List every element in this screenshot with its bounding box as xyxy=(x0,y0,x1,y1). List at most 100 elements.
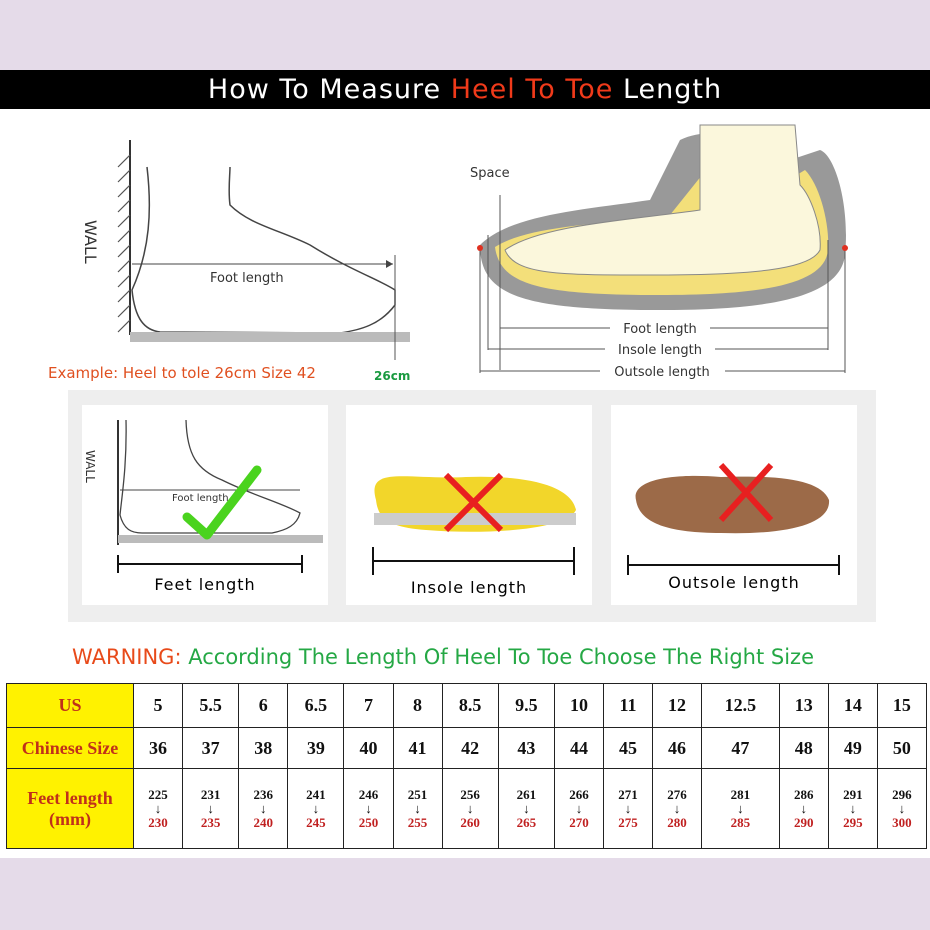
cell-us: 11 xyxy=(602,683,654,728)
cell-chinese-size: 38 xyxy=(238,727,289,769)
cell-chinese-size: 41 xyxy=(392,727,443,769)
feet-from: 256 xyxy=(460,786,480,802)
cell-us: 7 xyxy=(343,683,394,728)
feet-from: 251 xyxy=(407,786,428,802)
cell-chinese-size: 49 xyxy=(827,727,878,769)
cell-chinese-size: 43 xyxy=(497,727,555,769)
header-us: US xyxy=(6,683,134,728)
measure-bracket xyxy=(117,555,303,573)
measure-bracket xyxy=(372,547,575,575)
outsole-illustration xyxy=(635,462,830,534)
title-banner: How To Measure Heel To Toe Length xyxy=(0,70,930,109)
arrow-down-icon: ↓ xyxy=(673,800,681,816)
cell-us: 6 xyxy=(238,683,289,728)
foot-length-label: Foot length xyxy=(623,322,697,337)
table-row-us: US 5 5.5 6 6.5 7 8 8.5 9.5 10 11 12 12.5 13 14 15 xyxy=(6,683,928,728)
feet-to: 240 xyxy=(253,814,274,830)
arrow-down-icon: ↓ xyxy=(849,800,857,816)
feet-to: 260 xyxy=(460,814,480,830)
arrow-down-icon: ↓ xyxy=(624,800,632,816)
foot-wall-diagram: WALL Foot length xyxy=(81,140,410,360)
cell-chinese-size: 40 xyxy=(343,727,394,769)
arrow-down-icon: ↓ xyxy=(207,800,214,816)
check-icon xyxy=(182,465,262,540)
header-feet-length: Feet length (mm) xyxy=(6,768,134,849)
feet-to: 290 xyxy=(794,814,814,830)
arrow-down-icon: ↓ xyxy=(466,800,474,816)
cell-chinese-size: 45 xyxy=(602,727,654,769)
cell-feet-length: 281 ↓ 285 xyxy=(701,768,780,849)
cell-feet-length: 266 ↓ 270 xyxy=(553,768,604,849)
cell-chinese-size: 44 xyxy=(553,727,604,769)
panel-label: Outsole length xyxy=(668,573,800,592)
cell-chinese-size: 36 xyxy=(132,727,184,769)
cell-feet-length: 246 ↓ 250 xyxy=(343,768,394,849)
cell-feet-length: 231 ↓ 235 xyxy=(182,768,240,849)
example-text: Example: Heel to tole 26cm Size 42 xyxy=(48,364,316,382)
cell-us: 12 xyxy=(651,683,703,728)
x-mark-icon xyxy=(443,472,504,533)
table-row-chinese-size: Chinese Size 36 37 38 39 40 41 42 43 44 45 46 47 48 49… xyxy=(6,727,928,769)
cell-us: 9.5 xyxy=(497,683,555,728)
warning-message: According The Length Of Heel To Toe Choo… xyxy=(188,645,814,669)
cell-feet-length: 271 ↓ 275 xyxy=(602,768,654,849)
feet-to: 270 xyxy=(569,814,589,830)
title-prefix: How To Measure xyxy=(207,74,451,105)
feet-to: 250 xyxy=(358,814,379,830)
arrow-down-icon: ↓ xyxy=(154,800,162,816)
cell-chinese-size: 39 xyxy=(287,727,345,769)
feet-to: 265 xyxy=(516,814,537,830)
panel-feet-length: WALL Foot length Feet length xyxy=(82,405,328,605)
cell-chinese-size: 50 xyxy=(876,727,928,769)
table-row-feet-length: Feet length (mm) 225 ↓ 230 231 ↓ 235 236 ↓ 240 241 ↓… xyxy=(6,768,928,849)
feet-to: 295 xyxy=(843,814,863,830)
outsole-length-label: Outsole length xyxy=(614,365,709,380)
cell-us: 13 xyxy=(778,683,829,728)
cell-feet-length: 251 ↓ 255 xyxy=(392,768,443,849)
measure-mark: 26cm xyxy=(374,369,411,383)
cell-us: 8 xyxy=(392,683,443,728)
feet-from: 281 xyxy=(730,786,751,802)
cell-us: 12.5 xyxy=(701,683,780,728)
cell-feet-length: 236 ↓ 240 xyxy=(238,768,289,849)
cell-chinese-size: 48 xyxy=(778,727,829,769)
feet-to: 285 xyxy=(730,814,751,830)
feet-from: 286 xyxy=(794,786,814,802)
header-line: Feet length xyxy=(27,787,113,808)
feet-from: 261 xyxy=(516,786,537,802)
title-suffix: Length xyxy=(613,74,723,105)
wall-label: WALL xyxy=(81,220,100,264)
cell-us: 5 xyxy=(132,683,184,728)
feet-to: 245 xyxy=(306,814,326,830)
arrow-down-icon: ↓ xyxy=(312,800,320,816)
arrow-down-icon: ↓ xyxy=(523,800,530,816)
panel-label: Feet length xyxy=(154,575,256,594)
feet-to: 255 xyxy=(407,814,428,830)
cell-chinese-size: 37 xyxy=(182,727,240,769)
panel-label: Insole length xyxy=(410,578,528,597)
insole-illustration xyxy=(374,472,576,533)
feet-from: 225 xyxy=(148,786,168,802)
feet-measure-illustration: WALL Foot length xyxy=(83,419,323,545)
cell-feet-length: 256 ↓ 260 xyxy=(441,768,499,849)
wall-hatch xyxy=(117,154,131,333)
feet-from: 266 xyxy=(569,786,589,802)
space-label: Space xyxy=(470,166,510,181)
feet-from: 246 xyxy=(358,786,379,802)
shoe-cross-section-diagram: Space Foot length Insole length Outsole … xyxy=(470,124,848,380)
cell-feet-length: 241 ↓ 245 xyxy=(287,768,345,849)
title-highlight: Heel To Toe xyxy=(450,74,614,105)
arrow-down-icon: ↓ xyxy=(575,800,583,816)
cell-feet-length: 261 ↓ 265 xyxy=(497,768,555,849)
feet-to: 300 xyxy=(892,814,912,830)
cell-feet-length: 296 ↓ 300 xyxy=(876,768,928,849)
feet-to: 235 xyxy=(200,814,221,830)
cell-feet-length: 225 ↓ 230 xyxy=(132,768,184,849)
arrow-down-icon: ↓ xyxy=(800,800,808,816)
feet-from: 241 xyxy=(306,786,326,802)
header-line: (mm) xyxy=(49,808,91,829)
size-chart-table: US 5 5.5 6 6.5 7 8 8.5 9.5 10 11 12 12.5 13 14 15 Chine… xyxy=(6,683,928,849)
cell-us: 14 xyxy=(827,683,878,728)
warning-text: WARNING: According The Length Of Heel To… xyxy=(72,645,814,669)
feet-to: 230 xyxy=(148,814,168,830)
